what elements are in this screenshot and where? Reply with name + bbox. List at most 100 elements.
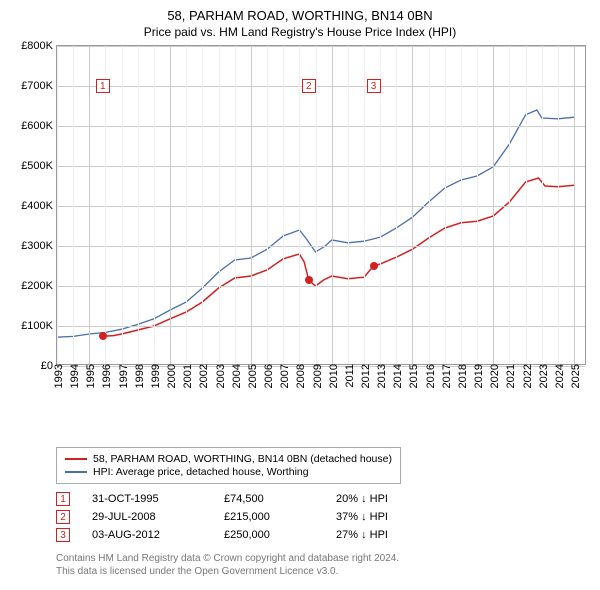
x-axis-label: 2013 — [372, 364, 388, 388]
transaction-marker: 2 — [56, 510, 70, 524]
x-axis-label: 2025 — [566, 364, 582, 388]
x-axis-label: 2007 — [275, 364, 291, 388]
x-axis-label: 2006 — [259, 364, 275, 388]
gridline-h — [57, 86, 585, 87]
x-axis-label: 2005 — [243, 364, 259, 388]
x-axis-label: 2011 — [340, 364, 356, 388]
x-axis-label: 2023 — [534, 364, 550, 388]
y-axis-label: £600K — [21, 120, 57, 132]
footer-attribution: Contains HM Land Registry data © Crown c… — [56, 552, 590, 578]
y-axis-label: £400K — [21, 200, 57, 212]
gridline-h — [57, 326, 585, 327]
marker-dot-2 — [305, 276, 313, 284]
x-axis-label: 2010 — [324, 364, 340, 388]
gridline-v — [380, 46, 381, 364]
footer-line-1: Contains HM Land Registry data © Crown c… — [56, 552, 590, 565]
x-axis-label: 1998 — [130, 364, 146, 388]
transaction-date: 29-JUL-2008 — [92, 511, 202, 523]
gridline-h — [57, 286, 585, 287]
transaction-row: 1 31-OCT-1995 £74,500 20% ↓ HPI — [56, 492, 590, 506]
gridline-v — [186, 46, 187, 364]
x-axis-label: 2016 — [421, 364, 437, 388]
marker-dot-1 — [99, 332, 107, 340]
plot-area: £0£100K£200K£300K£400K£500K£600K£700K£80… — [56, 45, 586, 365]
transaction-price: £250,000 — [224, 529, 314, 541]
x-axis-label: 2003 — [211, 364, 227, 388]
gridline-v — [105, 46, 106, 364]
transaction-delta: 20% ↓ HPI — [336, 493, 388, 505]
transactions-table: 1 31-OCT-1995 £74,500 20% ↓ HPI 2 29-JUL-2008… — [56, 492, 590, 542]
transaction-row: 229-JUL-2008£215,00037% ↓ HPI — [56, 510, 590, 524]
transaction-marker: 3 — [56, 528, 70, 542]
y-axis-label: £800K — [21, 40, 57, 52]
gridline-v — [138, 46, 139, 364]
y-axis-label: £700K — [21, 80, 57, 92]
gridline-v — [558, 46, 559, 364]
series-property — [103, 178, 574, 336]
gridline-v — [57, 46, 58, 364]
y-axis-label: £500K — [21, 160, 57, 172]
transaction-marker: 1 — [56, 492, 70, 506]
gridline-h — [57, 246, 585, 247]
legend-swatch — [65, 471, 87, 473]
gridline-v — [445, 46, 446, 364]
gridline-v — [526, 46, 527, 364]
gridline-v — [461, 46, 462, 364]
gridline-v — [267, 46, 268, 364]
x-axis-label: 1995 — [81, 364, 97, 388]
legend-label: 58, PARHAM ROAD, WORTHING, BN14 0BN (det… — [93, 453, 392, 465]
x-axis-label: 2020 — [485, 364, 501, 388]
gridline-h — [57, 126, 585, 127]
gridline-v — [122, 46, 123, 364]
gridline-h — [57, 206, 585, 207]
x-axis-label: 2001 — [178, 364, 194, 388]
x-axis-label: 1999 — [146, 364, 162, 388]
gridline-v — [202, 46, 203, 364]
x-axis-label: 2018 — [453, 364, 469, 388]
transaction-date: 03-AUG-2012 — [92, 529, 202, 541]
gridline-v — [154, 46, 155, 364]
x-axis-label: 1997 — [114, 364, 130, 388]
gridline-v — [574, 46, 575, 364]
legend-item: 58, PARHAM ROAD, WORTHING, BN14 0BN (det… — [65, 453, 392, 465]
gridline-v — [509, 46, 510, 364]
chart-subtitle: Price paid vs. HM Land Registry's House … — [10, 25, 590, 39]
x-axis-label: 2024 — [550, 364, 566, 388]
gridline-v — [542, 46, 543, 364]
transaction-date: 31-OCT-1995 — [92, 493, 202, 505]
marker-box-2: 2 — [302, 79, 316, 93]
gridline-h — [57, 46, 585, 47]
gridline-v — [429, 46, 430, 364]
x-axis-label: 1993 — [49, 364, 65, 388]
gridline-h — [57, 166, 585, 167]
x-axis-label: 2000 — [162, 364, 178, 388]
legend: 58, PARHAM ROAD, WORTHING, BN14 0BN (det… — [56, 447, 401, 484]
x-axis-label: 2009 — [308, 364, 324, 388]
x-axis-label: 2012 — [356, 364, 372, 388]
gridline-v — [299, 46, 300, 364]
transaction-delta: 27% ↓ HPI — [336, 529, 388, 541]
gridline-v — [219, 46, 220, 364]
gridline-v — [170, 46, 171, 364]
x-axis-label: 2004 — [227, 364, 243, 388]
marker-dot-3 — [370, 262, 378, 270]
y-axis-label: £300K — [21, 240, 57, 252]
transaction-price: £215,000 — [224, 511, 314, 523]
y-axis-label: £200K — [21, 280, 57, 292]
x-axis-label: 2021 — [501, 364, 517, 388]
gridline-v — [316, 46, 317, 364]
chart-area: £0£100K£200K£300K£400K£500K£600K£700K£80… — [10, 45, 590, 405]
transaction-price: £74,500 — [224, 493, 314, 505]
x-axis-label: 1994 — [65, 364, 81, 388]
marker-box-3: 3 — [367, 79, 381, 93]
gridline-v — [348, 46, 349, 364]
x-axis-label: 2022 — [518, 364, 534, 388]
legend-swatch — [65, 458, 87, 460]
x-axis-label: 2015 — [404, 364, 420, 388]
marker-box-1: 1 — [96, 79, 110, 93]
gridline-v — [477, 46, 478, 364]
transaction-row: 3 03-AUG-2012 £250,000 27% ↓ HPI — [56, 528, 590, 542]
gridline-v — [235, 46, 236, 364]
legend-label: HPI: Average price, detached house, Wort… — [93, 466, 309, 478]
x-axis-label: 2002 — [194, 364, 210, 388]
